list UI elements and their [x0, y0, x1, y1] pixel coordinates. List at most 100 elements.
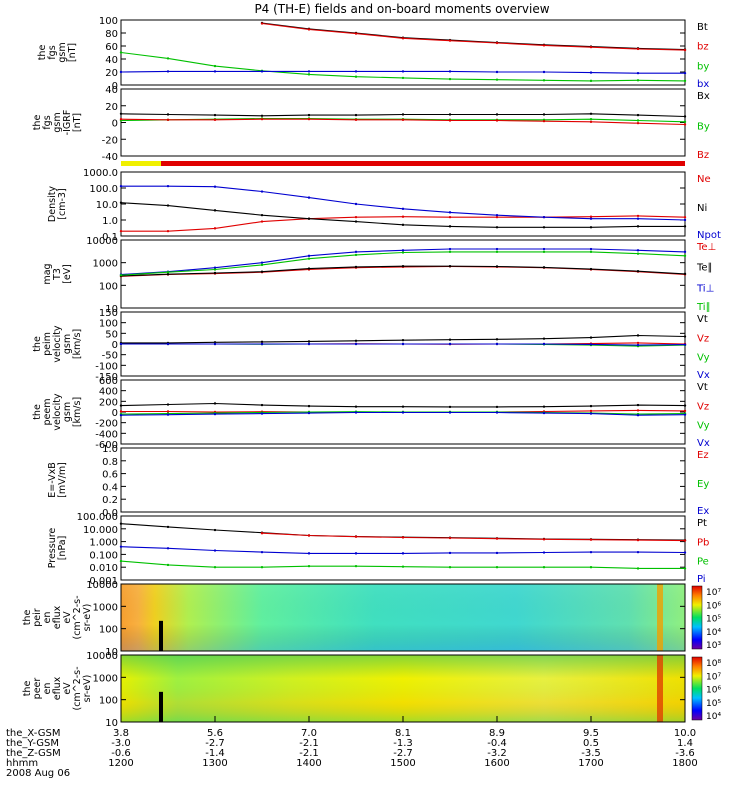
y-axis-label: fgs — [47, 45, 58, 59]
data-point-Vx — [636, 414, 640, 417]
data-point-Pe — [213, 566, 217, 569]
panel-frame — [120, 171, 686, 237]
data-point-Pb — [260, 532, 264, 535]
data-point-Bx — [683, 115, 687, 118]
data-point-Pi — [119, 545, 123, 548]
legend-black: Vt — [697, 382, 708, 393]
data-point-Pi — [260, 550, 264, 554]
data-point-Bz — [260, 117, 264, 121]
panel-peir-spec: 10⁷ 10⁶ 10⁵ 10⁴ 10³ 10000 1000 100 10 the peir en ef… — [22, 580, 721, 658]
series-line-Ti∥ — [120, 251, 686, 276]
y-tick-label: 1000 — [93, 602, 118, 613]
data-point-Npot — [307, 196, 311, 199]
data-point-Ti∥ — [495, 250, 499, 254]
data-point-Vx — [589, 412, 593, 415]
data-point-Bz — [213, 118, 217, 122]
y-tick-label: 0.1 — [102, 232, 118, 243]
colorbar-tick-label: 10⁶ — [706, 601, 721, 611]
ephemeris-value: 1600 — [484, 758, 509, 769]
data-point-Vt — [542, 337, 546, 340]
data-point-Ne — [448, 215, 452, 219]
panel-peer-spec: 10⁸ 10⁷ 10⁶ 10⁵ 10⁴ 10000 1000 100 10 the peer en ef… — [22, 651, 721, 729]
panel-e-vxb: 1.0 0.8 0.60.4 0.2 0.0 E=-VxB [mV/m] Ez Ey Ex — [47, 444, 709, 519]
figure-title: P4 (TH-E) fields and on-board moments ov… — [254, 2, 549, 16]
panel-frame — [120, 515, 686, 581]
ephemeris-value: 8.9 — [489, 728, 505, 739]
y-tick-label: 10 — [105, 647, 118, 658]
ephemeris-value: 1500 — [390, 758, 415, 769]
data-point-Vt — [589, 404, 593, 408]
series-line-bz — [261, 22, 686, 51]
data-point-Vz — [589, 409, 593, 413]
colorbar-tick-label: 10⁸ — [706, 659, 721, 669]
spectrogram-feature — [657, 584, 663, 651]
spectrogram-shade — [121, 584, 685, 651]
panel-fgs-gsm-igrf: 40 20 0 -20 -40 the fgs gsm -IGRF [nT] Bx By Bz — [32, 85, 710, 163]
data-point-bx — [683, 71, 687, 75]
data-point-Bx — [589, 112, 593, 115]
y-tick-label: 10.000 — [83, 525, 118, 536]
data-point-by — [542, 79, 546, 82]
data-point-Te∥ — [448, 264, 452, 268]
data-point-Bz — [307, 117, 311, 121]
y-axis-label: velocity — [52, 325, 63, 363]
y-tick-label: 60 — [105, 42, 118, 53]
data-point-Pi — [401, 552, 405, 555]
y-axis-label: Density — [47, 186, 58, 222]
data-point-by — [166, 57, 170, 60]
y-tick-label: 0.6 — [102, 470, 118, 481]
y-tick-label: 0.100 — [89, 550, 118, 561]
data-point-Npot — [448, 211, 452, 214]
data-point-bz — [448, 39, 452, 42]
data-point-Vt — [354, 339, 358, 342]
y-tick-label: 10.0 — [96, 200, 118, 211]
data-point-Vt — [307, 340, 311, 343]
legend-red: bz — [697, 42, 709, 53]
legend-blue: Pi — [697, 574, 706, 585]
data-point-Ni — [260, 213, 264, 217]
y-tick-label: 150 — [99, 308, 118, 319]
data-point-Vx — [683, 413, 687, 416]
data-point-Vt — [448, 338, 452, 341]
legend-blue: bx — [697, 79, 709, 90]
data-point-Bz — [495, 119, 499, 122]
data-point-Ni — [307, 217, 311, 220]
data-point-Vz — [636, 341, 640, 345]
legend-red: Vz — [697, 333, 709, 344]
legend-blue: Vx — [697, 438, 710, 449]
data-point-Vx — [119, 414, 123, 417]
data-point-Bz — [448, 119, 452, 122]
data-point-Pb — [307, 534, 311, 537]
y-axis-label: peim — [42, 332, 53, 356]
data-point-Pi — [166, 547, 170, 550]
status-bar-yellow — [121, 161, 161, 166]
data-point-Ne — [589, 215, 593, 218]
panel-frame — [120, 19, 686, 86]
data-point-bx — [213, 70, 217, 73]
y-tick-label: 10 — [105, 304, 118, 315]
y-tick-label: 100 — [99, 16, 118, 27]
ephemeris-label: 2008 Aug 06 — [6, 768, 70, 779]
data-point-Ti⊥ — [213, 266, 217, 269]
y-tick-label: 10 — [105, 718, 118, 729]
data-point-Ti∥ — [166, 270, 170, 274]
y-tick-label: 1.0 — [102, 216, 118, 227]
ephemeris-value: 1200 — [108, 758, 133, 769]
data-point-Bz — [354, 118, 358, 122]
data-point-Vt — [636, 334, 640, 337]
y-tick-label: -600 — [95, 440, 118, 451]
y-tick-label: 100 — [99, 319, 118, 330]
y-axis-label: the — [22, 681, 33, 697]
data-point-Vx — [354, 342, 358, 346]
colorbar-tick-label: 10⁷ — [706, 672, 721, 682]
colorbar-tick-label: 10⁴ — [706, 712, 721, 722]
y-axis-label: T3 — [52, 268, 63, 281]
data-point-bz — [354, 32, 358, 35]
y-axis-label: peir — [32, 608, 43, 627]
data-point-Pi — [307, 552, 311, 555]
legend-red: Pb — [697, 537, 709, 548]
data-point-Bx — [354, 113, 358, 117]
legend-green: by — [697, 61, 709, 72]
